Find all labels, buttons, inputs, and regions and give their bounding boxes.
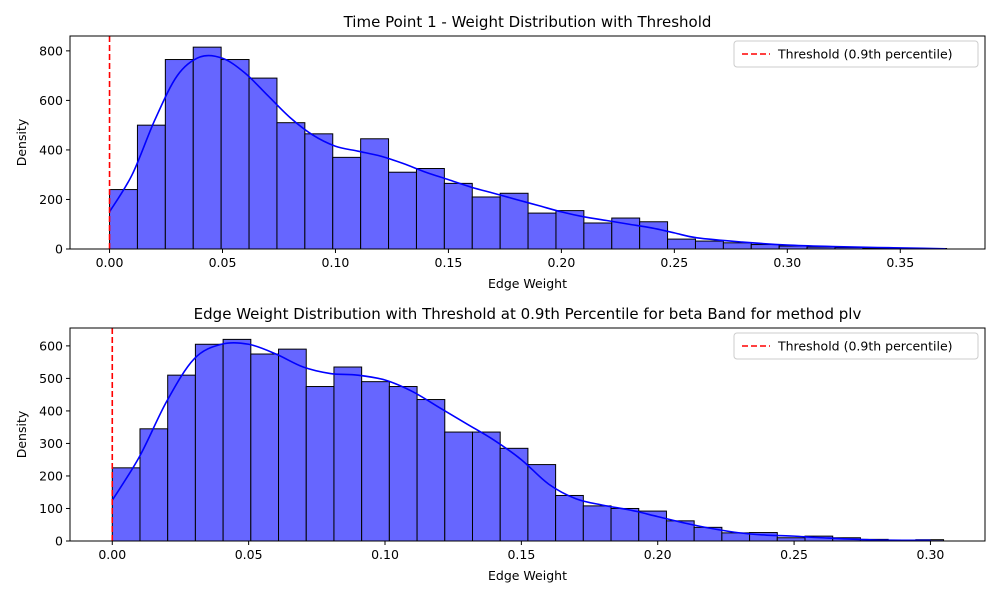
histogram-bar [109, 189, 138, 250]
x-tick-label: 0.10 [322, 255, 350, 270]
legend-threshold-label: Threshold (0.9th percentile) [777, 339, 953, 354]
y-tick-label: 200 [39, 468, 63, 483]
histogram-bar [361, 381, 390, 542]
x-tick-label: 0.15 [507, 547, 535, 562]
histogram-bar [444, 431, 473, 542]
histogram-bar [471, 431, 501, 542]
histogram-bar [276, 122, 306, 250]
histogram-bar [527, 464, 557, 542]
histogram-bar [750, 244, 780, 250]
histogram-bar [192, 46, 222, 250]
plot-frame [69, 327, 986, 542]
y-tick-label: 400 [39, 142, 63, 157]
y-axis-label: Density [14, 118, 29, 166]
chart-title: Time Point 1 - Weight Distribution with … [343, 13, 712, 31]
y-tick-label: 300 [39, 436, 63, 451]
x-tick-label: 0.15 [435, 255, 463, 270]
histogram-bar [222, 338, 252, 542]
histogram-bar [332, 156, 362, 250]
histogram-bar [194, 343, 224, 542]
histogram-bar [248, 77, 278, 250]
x-tick-label: 0.25 [780, 547, 808, 562]
y-tick-label: 600 [39, 93, 63, 108]
x-tick-label: 0.10 [371, 547, 399, 562]
x-axis-label: Edge Weight [488, 568, 567, 583]
histogram-bar [583, 222, 613, 250]
kde-line [111, 341, 931, 542]
histogram-bar [555, 494, 584, 542]
x-tick-label: 0.35 [886, 255, 914, 270]
y-tick-label: 400 [39, 403, 63, 418]
legend-box [733, 40, 979, 68]
histogram-bar [136, 124, 166, 250]
chart-title: Edge Weight Distribution with Threshold … [194, 305, 862, 323]
x-tick-label: 0.05 [209, 255, 237, 270]
histogram-bar [610, 507, 640, 542]
chart-top: 0.00 0.05 0.10 0.15 0.20 0.25 0.30 0.35 0 200 400 6… [14, 13, 986, 291]
histogram-bar [333, 366, 363, 542]
x-tick-label: 0.20 [547, 255, 575, 270]
x-tick-label: 0.30 [773, 255, 801, 270]
histogram-bar [388, 171, 417, 250]
x-tick-label: 0.00 [98, 547, 126, 562]
plot-frame [69, 35, 986, 250]
histogram-bar [415, 168, 445, 250]
y-tick-label: 200 [39, 192, 63, 207]
x-tick-label: 0.05 [235, 547, 263, 562]
histogram-bar [416, 399, 446, 542]
kde-line [108, 54, 946, 250]
y-axis-label: Density [14, 410, 29, 458]
histogram-bar [694, 240, 724, 250]
y-tick-label: 0 [55, 242, 63, 257]
histogram-bar [722, 242, 752, 250]
histogram-bar [250, 353, 280, 542]
histogram-bar [443, 182, 473, 250]
histogram-bar [278, 348, 307, 542]
histogram-bar [471, 196, 501, 250]
histogram-bar [388, 386, 418, 542]
legend-threshold-label: Threshold (0.9th percentile) [777, 47, 953, 62]
histogram-bar [667, 238, 696, 250]
y-tick-label: 600 [39, 338, 63, 353]
histogram-bar [582, 505, 612, 542]
y-tick-label: 800 [39, 43, 63, 58]
x-tick-label: 0.00 [96, 255, 124, 270]
histogram-bar [304, 133, 334, 250]
histogram-bar [164, 59, 194, 250]
histogram-bar [167, 374, 196, 542]
y-tick-label: 0 [55, 534, 63, 549]
histogram-bar [527, 212, 557, 250]
histogram-bar [139, 428, 169, 542]
histogram-bar [305, 386, 335, 542]
legend-box [733, 332, 979, 360]
histogram-bar [220, 59, 250, 250]
y-tick-label: 500 [39, 371, 63, 386]
x-tick-label: 0.30 [917, 547, 945, 562]
y-tick-label: 100 [39, 501, 63, 516]
chart-bottom: 0.00 0.05 0.10 0.15 0.20 0.25 0.30 0 100 200 300 40… [14, 305, 986, 583]
x-axis-label: Edge Weight [488, 276, 567, 291]
x-tick-label: 0.20 [644, 547, 672, 562]
x-tick-label: 0.25 [660, 255, 688, 270]
